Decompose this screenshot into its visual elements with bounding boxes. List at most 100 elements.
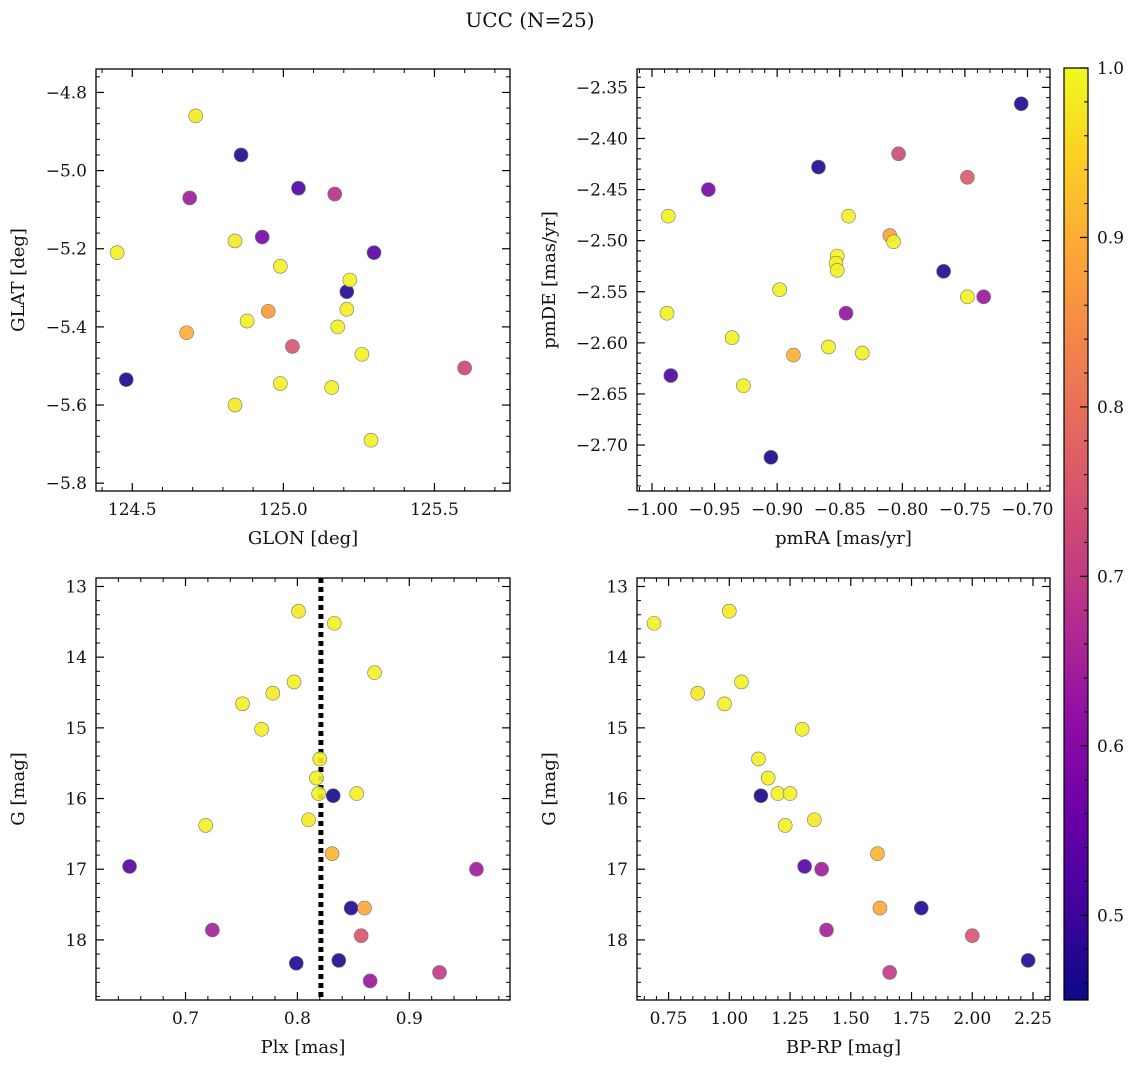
- x-axis-label: pmRA [mas/yr]: [775, 528, 912, 549]
- data-point: [353, 928, 369, 943]
- data-point: [311, 786, 326, 801]
- x-axis-label: GLON [deg]: [248, 528, 358, 549]
- data-point: [886, 234, 901, 249]
- data-point: [772, 282, 787, 298]
- axes-frame: [95, 577, 511, 1001]
- x-axis-label: Plx [mas]: [261, 1037, 346, 1058]
- y-tick-label: −2.40: [576, 129, 628, 149]
- data-point: [838, 305, 854, 321]
- data-point: [960, 289, 975, 305]
- y-tick-label: −2.35: [576, 78, 628, 98]
- data-point: [660, 208, 676, 224]
- y-tick-label: −2.60: [576, 334, 628, 354]
- y-tick-label: 13: [606, 577, 628, 597]
- axes-frame: [95, 68, 511, 492]
- y-tick-label: 18: [606, 931, 628, 951]
- data-point: [331, 953, 347, 968]
- y-tick-label: 15: [606, 719, 628, 739]
- data-point: [841, 208, 856, 224]
- data-point: [819, 922, 834, 938]
- x-tick-label: −0.90: [751, 500, 803, 520]
- x-tick-label: 125.5: [410, 500, 459, 520]
- y-tick-label: 17: [606, 860, 628, 880]
- data-point: [870, 846, 885, 861]
- data-point: [239, 313, 255, 329]
- x-tick-label: 0.7: [172, 1009, 199, 1029]
- data-point: [753, 788, 769, 804]
- data-point: [782, 786, 798, 801]
- data-point: [254, 229, 270, 245]
- y-tick-label: −2.55: [576, 283, 628, 303]
- data-point: [690, 685, 706, 701]
- x-tick-label: 1.75: [893, 1009, 931, 1029]
- data-point: [286, 674, 302, 690]
- data-point: [260, 303, 276, 319]
- y-tick-label: −5.4: [46, 318, 87, 338]
- data-point: [777, 818, 793, 833]
- colorbar-tick-label: 0.5: [1097, 906, 1124, 926]
- data-point: [457, 360, 472, 376]
- data-point: [701, 182, 716, 197]
- data-point: [324, 846, 340, 861]
- data-point: [343, 900, 359, 916]
- data-point: [976, 289, 991, 305]
- panel-bottom-left: 0.7 0.8 0.9 13 14 15 16 17 18 Plx [mas] G [mag]: [8, 577, 511, 1058]
- y-tick-label: −2.45: [576, 181, 628, 201]
- y-tick-label: −2.70: [576, 436, 628, 456]
- data-point: [288, 955, 304, 971]
- data-point: [760, 770, 776, 786]
- data-point: [1020, 953, 1036, 968]
- y-axis-label: pmDE [mas/yr]: [539, 211, 560, 349]
- data-point: [349, 786, 365, 801]
- data-point: [821, 339, 836, 355]
- x-tick-label: −0.80: [876, 500, 928, 520]
- data-point: [366, 245, 382, 260]
- x-tick-label: −0.70: [1001, 500, 1053, 520]
- data-point: [233, 147, 249, 163]
- data-point: [182, 190, 197, 206]
- y-tick-label: 14: [606, 648, 628, 668]
- data-point: [198, 818, 213, 833]
- data-point: [342, 272, 358, 288]
- colorbar-tick-label: 1.0: [1097, 59, 1124, 79]
- data-point: [327, 186, 343, 202]
- data-point: [367, 665, 382, 681]
- y-axis-label: G [mag]: [539, 752, 560, 825]
- data-point: [882, 965, 897, 980]
- data-point: [960, 170, 975, 185]
- data-point: [829, 262, 845, 278]
- y-tick-label: −5.0: [46, 162, 87, 182]
- x-tick-label: 0.75: [650, 1009, 688, 1029]
- y-tick-label: −5.8: [46, 474, 87, 494]
- axes-frame: [636, 577, 1051, 1001]
- x-tick-label: −0.75: [939, 500, 991, 520]
- data-point: [786, 347, 801, 363]
- x-tick-label: 0.8: [284, 1009, 311, 1029]
- x-tick-label: 1.50: [832, 1009, 870, 1029]
- data-point: [327, 615, 342, 631]
- x-tick-label: 125.0: [259, 500, 308, 520]
- figure-title: UCC (N=25): [465, 8, 594, 32]
- data-point: [179, 325, 194, 341]
- data-point: [872, 900, 888, 916]
- x-tick-label: 1.25: [771, 1009, 809, 1029]
- data-point: [936, 264, 951, 279]
- axes-frame: [636, 68, 1051, 492]
- data-point: [273, 376, 288, 391]
- x-tick-label: 2.25: [1014, 1009, 1052, 1029]
- data-point: [763, 449, 779, 465]
- y-tick-label: 16: [606, 790, 628, 810]
- data-point: [724, 330, 740, 346]
- data-point: [109, 245, 125, 260]
- data-point: [663, 368, 679, 383]
- data-point: [357, 900, 372, 916]
- x-tick-label: 1.00: [710, 1009, 748, 1029]
- data-point: [122, 859, 137, 874]
- data-point: [362, 973, 378, 989]
- data-point: [312, 751, 328, 767]
- y-axis-label: G [mag]: [8, 752, 29, 825]
- colorbar-tick-label: 0.8: [1097, 398, 1124, 418]
- data-point: [205, 922, 220, 938]
- y-tick-label: −2.50: [576, 232, 628, 252]
